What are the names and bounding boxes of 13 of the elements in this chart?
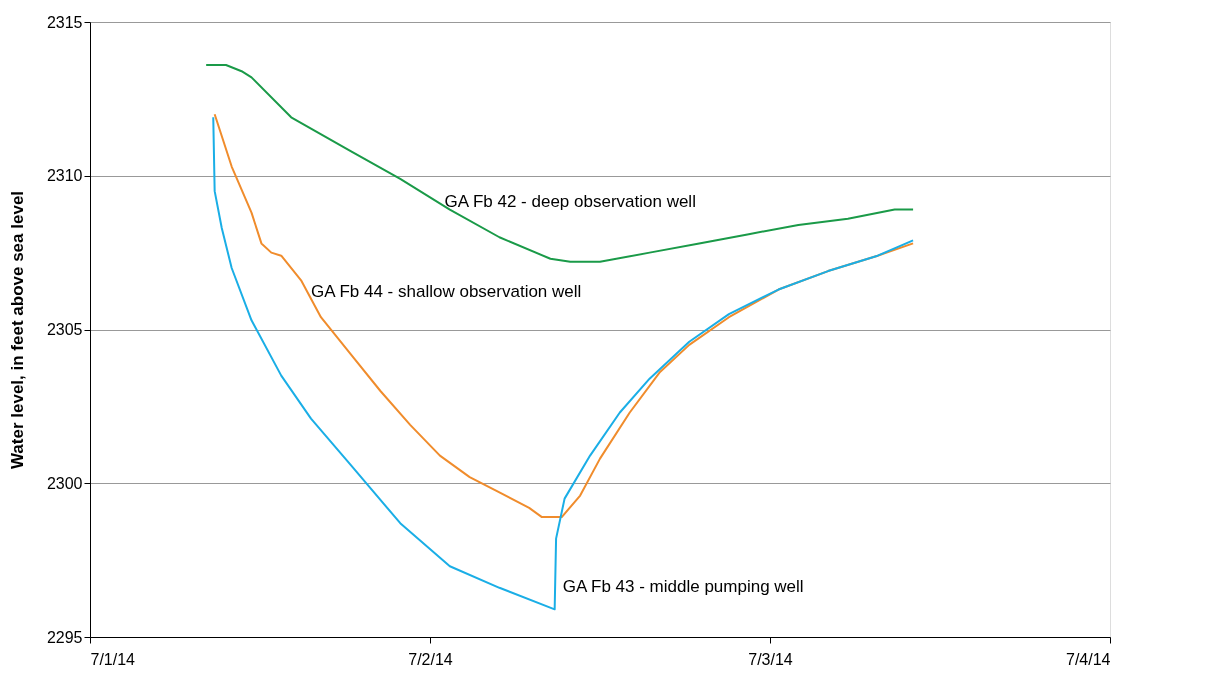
x-tick-label: 7/2/14 [408,650,453,668]
y-tick-label: 2300 [46,474,83,492]
x-tick-label: 7/3/14 [748,650,793,668]
series-label: GA Fb 43 - middle pumping well [562,577,804,597]
series-label: GA Fb 42 - deep observation well [444,191,696,211]
y-tick-label: 2305 [46,321,83,338]
series-label: GA Fb 44 - shallow observation well [311,282,582,302]
y-tick-label: 2310 [46,167,83,185]
x-tick-label: 7/4/14 [1066,650,1111,668]
x-tick-label: 7/1/14 [90,650,136,668]
y-tick-label: 2295 [46,628,83,646]
y-axis-title: Water level, in feet above sea level [7,190,27,470]
y-tick-label: 2315 [46,13,83,31]
